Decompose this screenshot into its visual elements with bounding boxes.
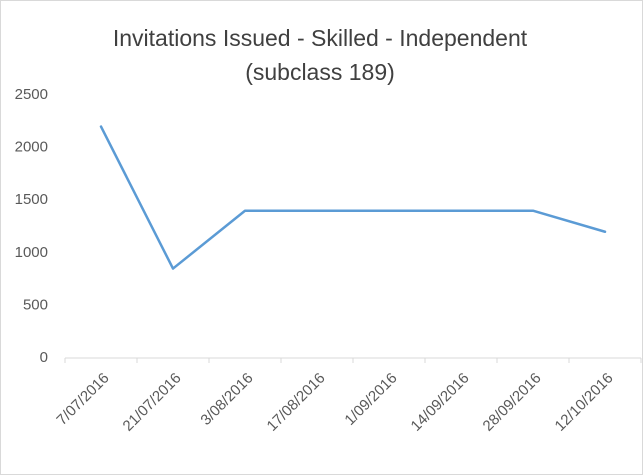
y-tick-label: 1000 xyxy=(15,244,48,261)
y-tick-label: 2500 xyxy=(15,86,48,103)
y-tick-label: 1500 xyxy=(15,191,48,208)
y-tick-label: 2000 xyxy=(15,139,48,156)
chart-title: (subclass 189) xyxy=(245,59,395,85)
y-tick-label: 500 xyxy=(23,296,48,313)
chart-title: Invitations Issued - Skilled - Independe… xyxy=(113,25,528,51)
data-line xyxy=(99,125,607,270)
y-tick-label: 0 xyxy=(40,349,48,366)
